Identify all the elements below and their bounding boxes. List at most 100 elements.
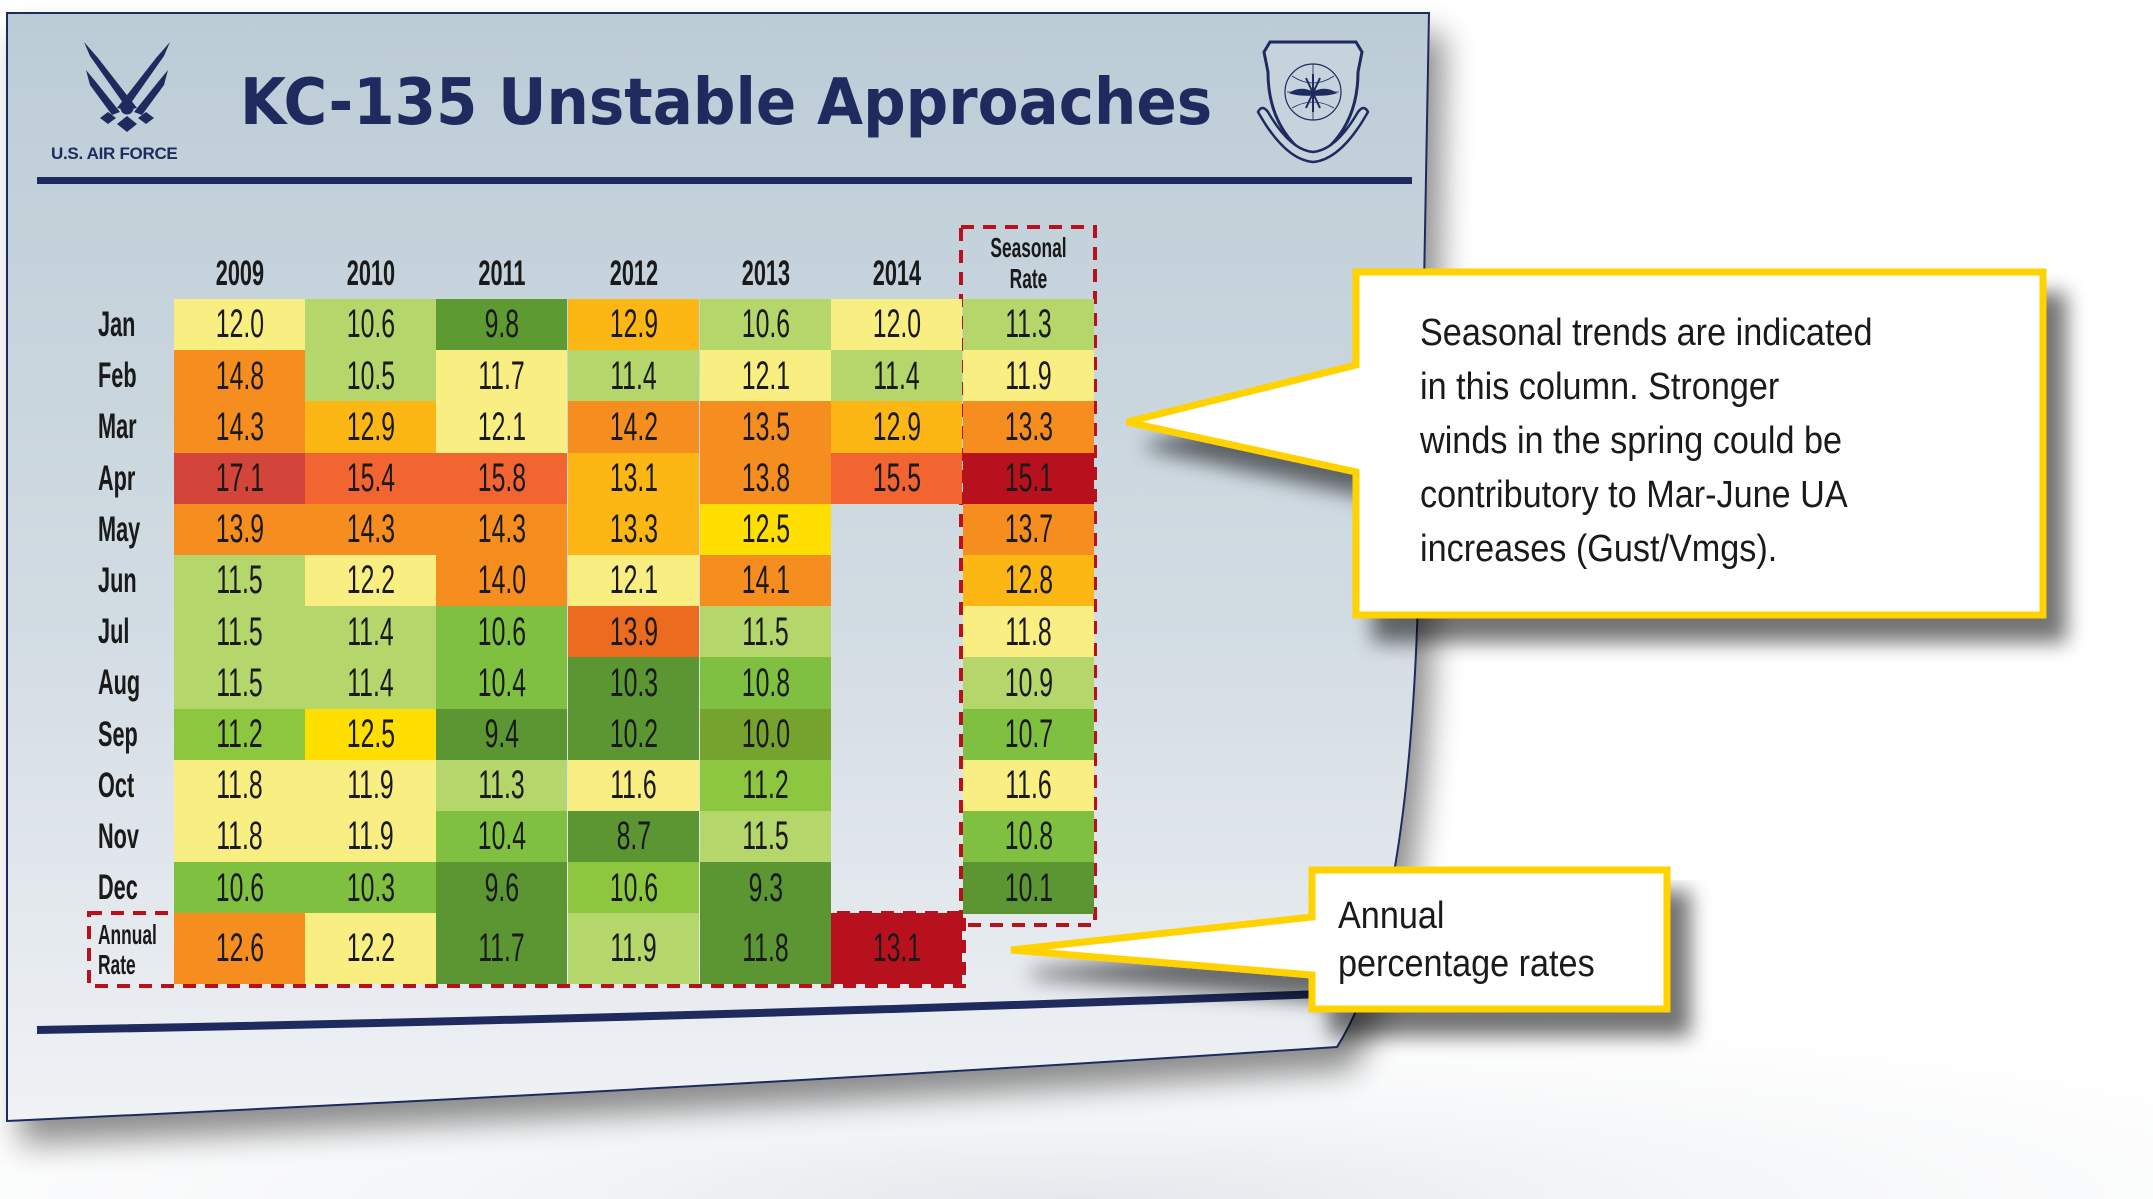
heatmap-cell: 11.2 xyxy=(700,759,831,812)
cell-value: 12.5 xyxy=(346,711,395,756)
seasonal-rate-cell: 10.9 xyxy=(963,657,1094,710)
cell-value: 11.5 xyxy=(742,609,789,654)
cell-value: 11.8 xyxy=(1005,609,1052,654)
header-rule xyxy=(37,177,1412,184)
heatmap-cell: 12.1 xyxy=(568,555,699,607)
cell-value: 12.9 xyxy=(609,302,658,347)
month-label: Nov xyxy=(98,811,164,863)
annual-rate-cell: 13.1 xyxy=(831,913,962,984)
cell-value: 12.1 xyxy=(741,353,790,398)
cell-value: 10.5 xyxy=(346,353,395,398)
cell-value: 8.7 xyxy=(616,814,651,859)
cell-value: 13.1 xyxy=(609,455,658,500)
cell-value: 12.9 xyxy=(872,404,921,449)
year-header-label: 2011 xyxy=(477,254,526,293)
heatmap-cell: 10.8 xyxy=(700,657,831,710)
year-header-label: 2013 xyxy=(741,254,790,293)
cell-value: 11.6 xyxy=(1005,763,1052,808)
seasonal-rate-cell: 12.8 xyxy=(963,555,1094,607)
heatmap-cell: 15.8 xyxy=(436,452,567,505)
heatmap-cell: 12.2 xyxy=(305,555,436,607)
month-label: Feb xyxy=(98,350,160,402)
heatmap-cell: 11.4 xyxy=(305,606,436,658)
year-header: 2011 xyxy=(436,250,567,294)
cell-value: 11.4 xyxy=(347,660,394,705)
cell-value: 11.4 xyxy=(347,609,394,654)
cell-value: 10.4 xyxy=(477,814,526,859)
year-header: 2010 xyxy=(305,250,436,294)
cell-value: 12.2 xyxy=(346,558,395,603)
cell-value: 13.7 xyxy=(1004,507,1053,552)
cell-value: 10.1 xyxy=(1004,865,1053,910)
cell-value: 10.6 xyxy=(741,302,790,347)
annual-rate-cell: 11.7 xyxy=(436,913,567,984)
cell-value: 11.2 xyxy=(742,763,789,808)
heatmap-cell: 11.7 xyxy=(436,350,567,402)
heatmap-cell: 11.3 xyxy=(436,759,567,812)
heatmap-cell: 10.3 xyxy=(568,657,699,710)
callout-line: winds in the spring could be xyxy=(1420,420,1843,462)
heatmap-cell: 12.1 xyxy=(700,350,831,402)
heatmap-cell: 14.1 xyxy=(700,555,831,607)
cell-value: 13.1 xyxy=(872,926,921,970)
month-label: Aug xyxy=(98,657,166,709)
annual-row-highlight xyxy=(87,911,966,988)
heatmap-cell: 12.0 xyxy=(831,299,962,351)
heatmap-cell: 14.3 xyxy=(436,503,567,556)
heatmap-cell: 12.0 xyxy=(174,299,305,351)
cell-value: 12.8 xyxy=(1004,558,1053,603)
cell-value: 11.9 xyxy=(1005,353,1052,398)
month-label-text: Jun xyxy=(98,561,137,600)
year-header: 2014 xyxy=(831,250,962,294)
air-force-wordmark: U.S. AIR FORCE xyxy=(51,144,178,163)
month-label-text: May xyxy=(98,509,141,549)
month-label: Apr xyxy=(98,453,158,505)
cell-value: 17.1 xyxy=(215,455,264,500)
callout-line: Seasonal trends are indicated xyxy=(1420,312,1873,354)
cell-value: 11.9 xyxy=(610,926,657,970)
heatmap-cell: 10.3 xyxy=(305,862,436,914)
air-force-logo-icon xyxy=(84,42,170,132)
heatmap-cell: 11.9 xyxy=(305,811,436,863)
annual-rate-cell: 11.9 xyxy=(568,913,699,984)
heatmap-cell: 13.9 xyxy=(568,606,699,658)
heatmap-cell: 9.6 xyxy=(436,862,567,914)
cell-value: 11.8 xyxy=(742,926,789,970)
cell-value: 12.1 xyxy=(609,558,658,603)
heatmap-cell: 11.8 xyxy=(174,759,305,812)
seasonal-rate-header: Seasonal Rate xyxy=(963,232,1094,294)
year-header: 2013 xyxy=(700,250,831,294)
month-label-text: Nov xyxy=(98,817,139,856)
cell-value: 13.3 xyxy=(1004,404,1053,449)
annual-rate-label-line: Rate xyxy=(98,949,136,980)
heatmap-cell: 11.5 xyxy=(700,811,831,863)
month-label: May xyxy=(98,504,166,556)
year-header-label: 2009 xyxy=(215,254,264,293)
seasonal-callout-text: Seasonal trends are indicated in this co… xyxy=(1420,306,1923,576)
heatmap-cell: 9.3 xyxy=(700,862,831,914)
seasonal-column-highlight xyxy=(959,225,1097,927)
heatmap-cell: 10.2 xyxy=(568,708,699,761)
year-header: 2012 xyxy=(568,250,699,294)
seasonal-rate-cell: 11.9 xyxy=(963,350,1094,402)
month-label-text: Dec xyxy=(98,868,138,908)
heatmap-cell: 11.5 xyxy=(174,657,305,710)
month-label-text: Sep xyxy=(98,714,138,754)
cell-value: 11.6 xyxy=(610,763,657,808)
cell-value: 12.0 xyxy=(215,302,264,347)
cell-value: 10.8 xyxy=(741,660,790,705)
heatmap-cell: 13.3 xyxy=(568,503,699,556)
cell-value: 12.5 xyxy=(741,507,790,552)
cell-value: 15.8 xyxy=(477,455,526,500)
callout-line: Annual xyxy=(1338,895,1445,937)
cell-value: 10.9 xyxy=(1004,660,1053,705)
cell-value: 10.6 xyxy=(215,865,264,910)
cell-value: 14.2 xyxy=(609,404,658,449)
cell-value: 14.3 xyxy=(477,507,526,552)
heatmap-cell: 10.6 xyxy=(700,299,831,351)
heatmap-cell: 10.6 xyxy=(568,862,699,914)
annual-callout-text: Annual percentage rates xyxy=(1338,892,1623,988)
cell-value: 11.4 xyxy=(610,353,657,398)
heatmap-cell: 10.4 xyxy=(436,657,567,710)
heatmap-cell: 10.0 xyxy=(700,708,831,761)
